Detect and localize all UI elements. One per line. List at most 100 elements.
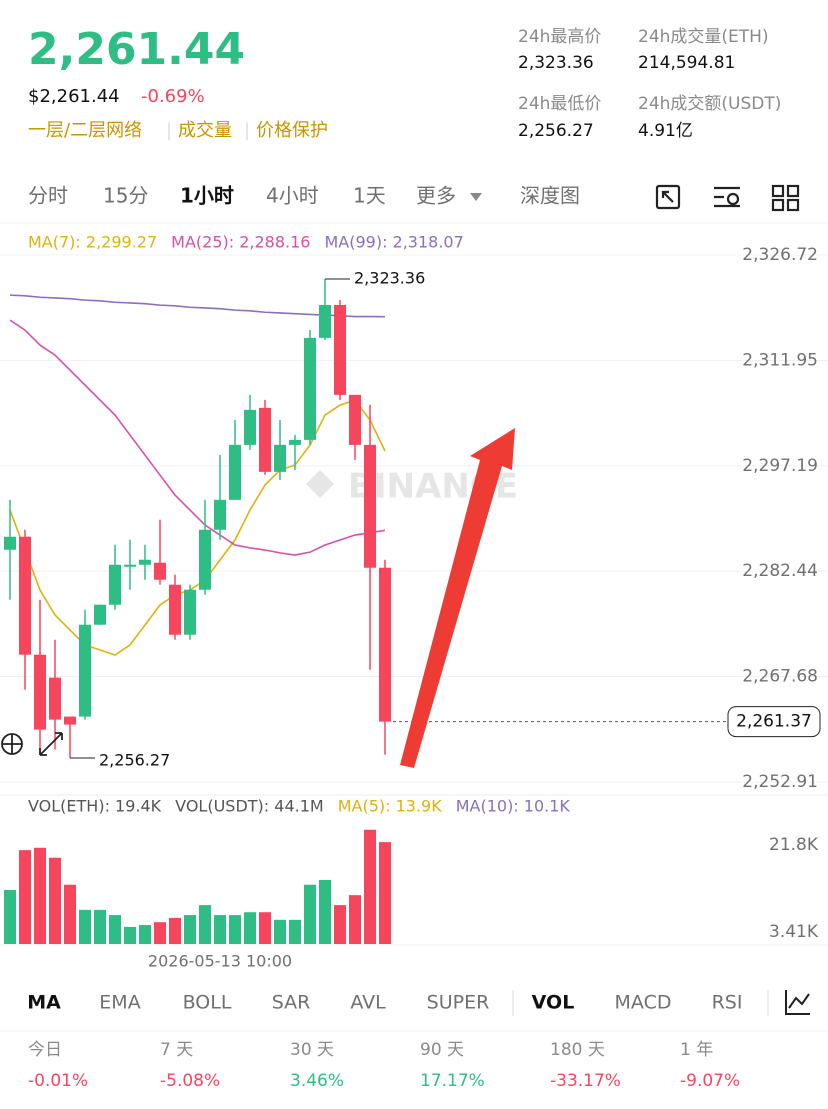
change: -0.69% — [141, 86, 205, 107]
y-tick-label: 2,311.95 — [742, 350, 818, 370]
indicator-tab-active[interactable]: MA — [27, 992, 61, 1014]
period-change: -9.07% — [680, 1071, 740, 1091]
candle-body — [304, 337, 316, 440]
candle-body — [64, 716, 76, 725]
interval-tab-active[interactable]: 1小时 — [180, 184, 234, 208]
link[interactable]: 价格保护 — [256, 120, 328, 141]
candle-body — [229, 444, 241, 500]
candle-body — [124, 564, 136, 567]
interval-tab[interactable]: 深度图 — [520, 184, 580, 208]
volume-bar — [319, 879, 331, 944]
price: 2,261.44 — [28, 24, 245, 75]
chart-float-buttons[interactable] — [1, 732, 63, 756]
indicator-tab-active[interactable]: VOL — [532, 992, 575, 1014]
candle-body — [364, 444, 376, 568]
last-price-box — [727, 706, 821, 738]
vol-legend: VOL(ETH): 19.4K — [28, 797, 162, 816]
volume-bar — [364, 829, 376, 944]
indicator-tab[interactable]: AVL — [350, 992, 386, 1014]
period-label: 7 天 — [160, 1040, 193, 1060]
stat-label: 24h成交量(ETH) — [638, 27, 769, 47]
y-tick-label: 2,282.44 — [742, 561, 818, 581]
volume-bar — [244, 912, 256, 944]
stat-value: 4.91亿 — [638, 121, 693, 141]
separator: | — [244, 120, 250, 141]
stat-value: 2,323.36 — [518, 53, 594, 73]
period-label: 今日 — [28, 1040, 62, 1060]
y-tick-label: 2,252.91 — [742, 772, 818, 792]
volume-bar — [229, 915, 241, 944]
volume-bar — [184, 915, 196, 944]
volume-bar — [214, 915, 226, 944]
stat-value: 2,256.27 — [518, 121, 594, 141]
candle-body — [154, 562, 166, 580]
volume-bar — [139, 925, 151, 944]
y-tick-label: 2,297.19 — [742, 456, 818, 476]
vol-legend: MA(5): 13.9K — [338, 797, 443, 816]
interval-tab[interactable]: 4小时 — [266, 184, 319, 208]
volume-bar — [79, 909, 91, 944]
vol-tick-label: 3.41K — [769, 922, 819, 942]
period-label: 180 天 — [550, 1040, 605, 1060]
interval-tab[interactable]: 1天 — [353, 184, 386, 208]
volume-bar — [349, 895, 361, 944]
candle-body — [274, 444, 286, 472]
ma-legend: MA(7): 2,299.27 — [28, 233, 157, 252]
indicator-settings-icon[interactable] — [785, 990, 810, 1015]
volume-bar — [64, 884, 76, 944]
volume-bar — [289, 919, 301, 944]
indicator-tab[interactable]: SUPER — [427, 992, 490, 1014]
candle-body — [199, 529, 211, 590]
volume-bar — [304, 884, 316, 944]
volume-bar — [259, 912, 271, 944]
period-change: -5.08% — [160, 1071, 220, 1091]
volume-bar — [19, 850, 31, 944]
interval-tab[interactable]: 更多 — [416, 184, 456, 208]
period-label: 90 天 — [420, 1040, 464, 1060]
interval-tab[interactable]: 分时 — [28, 184, 68, 208]
candle-body — [184, 589, 196, 635]
volume-bar — [4, 889, 16, 944]
indicator-tab[interactable]: RSI — [712, 992, 743, 1014]
candle-body — [169, 584, 181, 635]
period-label: 1 年 — [680, 1040, 713, 1060]
candle-body — [244, 409, 256, 445]
indicator-tab[interactable]: MACD — [615, 992, 672, 1014]
vol-tick-label: 21.8K — [769, 835, 819, 855]
volume-bar — [49, 857, 61, 944]
ma-line — [9, 319, 386, 556]
volume-bar — [94, 909, 106, 944]
volume-bar — [109, 915, 121, 944]
candle-body — [289, 439, 301, 445]
candle-body — [109, 564, 121, 605]
last-price-label: 2,261.37 — [736, 712, 812, 732]
candle-body — [139, 559, 151, 565]
period-change: 3.46% — [290, 1071, 344, 1091]
candle-body — [379, 567, 391, 722]
indicator-tab[interactable]: SAR — [272, 992, 311, 1014]
stat-label: 24h最低价 — [518, 94, 601, 114]
separator: | — [166, 120, 172, 141]
y-tick-label: 2,326.72 — [742, 245, 818, 265]
stat-label: 24h最高价 — [518, 27, 601, 47]
interval-tab[interactable]: 15分 — [103, 184, 148, 208]
x-tick-label: 2026-05-13 10:00 — [148, 952, 292, 971]
indicator-tab[interactable]: EMA — [99, 992, 140, 1014]
volume-bar — [334, 905, 346, 944]
dropdown-caret — [470, 193, 482, 201]
link[interactable]: 一层/二层网络 — [28, 120, 142, 141]
period-label: 30 天 — [290, 1040, 334, 1060]
high-label: 2,323.36 — [354, 268, 425, 287]
toolbar-icons[interactable] — [655, 184, 800, 212]
indicator-tab[interactable]: BOLL — [183, 992, 232, 1014]
link[interactable]: 成交量 — [178, 120, 232, 141]
watermark-logo — [306, 470, 334, 498]
low-label: 2,256.27 — [99, 751, 170, 770]
candle-body — [334, 304, 346, 395]
vol-legend: MA(10): 10.1K — [456, 797, 571, 816]
candle-body — [49, 677, 61, 720]
volume-bar — [379, 842, 391, 944]
annotation-arrow — [400, 428, 515, 768]
